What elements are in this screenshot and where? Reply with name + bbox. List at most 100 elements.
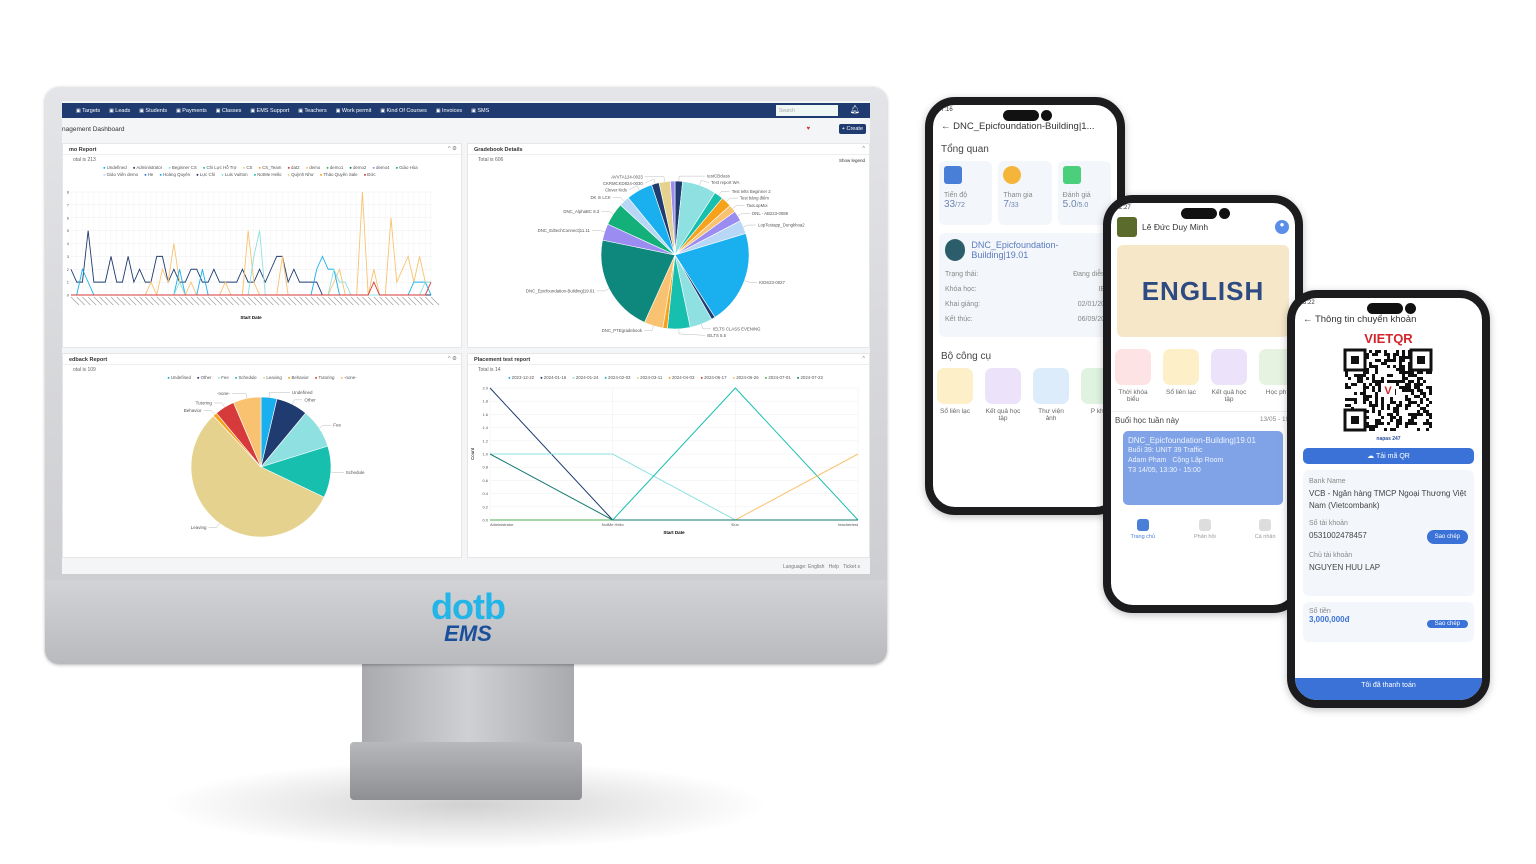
nav-item[interactable]: SMS [471, 108, 489, 114]
legend-item[interactable]: Undefined [167, 375, 191, 380]
back-icon[interactable]: ← [1303, 314, 1313, 325]
legend-item[interactable]: Luis Vuitton [221, 172, 248, 177]
tab-profile[interactable]: Cá nhân [1255, 519, 1276, 540]
nav-item[interactable]: Targets [76, 108, 100, 114]
nav-item[interactable]: Students [139, 108, 167, 114]
bell-icon[interactable]: 🔔︎ [849, 105, 860, 114]
download-qr-button[interactable]: ☁ Tải mã QR [1303, 448, 1474, 464]
slice-label: DNC_AlphaBC 8.3 [563, 209, 599, 214]
legend-item[interactable]: Leaving [263, 375, 281, 380]
legend-item[interactable]: demo [306, 165, 320, 170]
show-legend-link[interactable]: Show legend [838, 158, 865, 163]
collapse-icon[interactable]: ^ ⚙ [447, 146, 457, 152]
x-tick-label [167, 296, 177, 306]
legend-item[interactable]: Other [197, 375, 212, 380]
back-icon[interactable]: ← [941, 121, 951, 132]
legend-item[interactable]: demo2 [349, 165, 366, 170]
legend-item[interactable]: NotMe Hello [254, 172, 281, 177]
legend-item[interactable]: Tutoring [315, 375, 334, 380]
legend-item[interactable]: Beginner CS [168, 165, 197, 170]
legend-item[interactable]: Giáo Hòa [395, 165, 418, 170]
nav-item[interactable]: Invoices [436, 108, 462, 114]
tool-item[interactable]: Thư viện ảnh [1033, 368, 1069, 422]
help-link[interactable]: Help [828, 564, 839, 570]
collapse-icon[interactable]: ^ [862, 356, 865, 362]
legend-item[interactable]: 2024-06-17 [700, 375, 726, 380]
tool-item[interactable]: Sổ liên lạc [1163, 349, 1199, 403]
nav-item[interactable]: Payments [176, 108, 206, 114]
legend-item[interactable]: dat2 [287, 165, 300, 170]
stat-card[interactable]: Tham gia 7/33 [998, 161, 1052, 225]
legend-item[interactable]: Chi Lực Hỗ Trợ [203, 165, 236, 170]
collapse-icon[interactable]: ^ ⚙ [447, 356, 457, 362]
feedback-report-panel: edback Report ^ ⚙ otal is 109 Undefined Ot… [62, 353, 462, 558]
stat-card[interactable]: Tiến độ 33/72 [939, 161, 993, 225]
nav-item[interactable]: Work permit [336, 108, 372, 114]
legend-item[interactable]: Fee [218, 375, 229, 380]
nav-item[interactable]: Leads [109, 108, 130, 114]
legend-item[interactable]: Behavior [288, 375, 308, 380]
heart-icon[interactable]: ♥ [806, 126, 810, 132]
collapse-icon[interactable]: ^ [862, 146, 865, 152]
search-input[interactable]: Search [776, 105, 838, 116]
paid-button[interactable]: Tôi đã thanh toán [1295, 678, 1482, 700]
y-tick-label: 2.0 [482, 386, 488, 391]
tool-item[interactable]: Kết quả học tập [985, 368, 1021, 422]
legend-item[interactable]: 2024-02-03 [604, 375, 630, 380]
legend-item[interactable]: 2024-04-03 [668, 375, 694, 380]
x-tick-label [430, 296, 440, 306]
qr-module [1350, 398, 1354, 401]
legend-item[interactable]: demo1 [326, 165, 343, 170]
legend-item[interactable]: 2023-12-22 [508, 375, 534, 380]
y-tick-label: 0.4 [482, 491, 488, 496]
nav-item[interactable]: EMS Support [250, 108, 290, 114]
tool-item[interactable]: Kết quả học tập [1211, 349, 1247, 403]
legend-item[interactable]: 2024-07-01 [765, 375, 790, 380]
legend-item[interactable]: Lực Chi [196, 172, 215, 177]
banner[interactable]: ENGLISH [1117, 245, 1289, 337]
legend-item[interactable]: He [144, 172, 154, 177]
lesson-card[interactable]: DNC_Epicfoundation-Building|19.01 Buổi 3… [1123, 431, 1283, 505]
tool-item[interactable]: Sổ liên lạc [937, 368, 973, 422]
copy-amount-button[interactable]: Sao chép [1426, 620, 1468, 628]
copy-account-button[interactable]: Sao chép [1426, 530, 1468, 544]
qr-module [1365, 422, 1369, 425]
language-select[interactable]: Language: English [782, 564, 825, 570]
qr-module [1356, 377, 1360, 380]
legend-item[interactable]: Schedule [235, 375, 256, 380]
avatar[interactable] [1117, 217, 1137, 237]
label-leader [596, 288, 610, 292]
legend-item[interactable]: Giáo Viên demo [103, 172, 138, 177]
legend-item[interactable]: Quỳnh Như [287, 172, 314, 177]
nav-item[interactable]: Teachers [298, 108, 326, 114]
nav-item[interactable]: Kind Of Courses [380, 108, 427, 114]
legend-item[interactable]: Undefined [103, 165, 127, 170]
tab-home[interactable]: Trang chủ [1130, 519, 1155, 540]
tab-feedback[interactable]: Phản hồi [1194, 519, 1216, 540]
legend-item[interactable]: 2024-07-22 [797, 375, 822, 380]
legend-item[interactable]: CS_Team [258, 165, 281, 170]
tool-item[interactable]: Thời khóa biểu [1115, 349, 1151, 403]
create-button[interactable]: + Create [838, 124, 866, 134]
legend-item[interactable]: Đức [364, 172, 375, 177]
legend-item[interactable]: Hoàng Quyên [159, 172, 190, 177]
label-leader [208, 523, 220, 528]
legend-item[interactable]: 2024-01-24 [572, 375, 598, 380]
notification-icon[interactable]: ● [1275, 220, 1289, 234]
legend-item[interactable]: Administrator [133, 165, 162, 170]
legend-item[interactable]: -none- [340, 375, 357, 380]
legend-item[interactable]: demo4 [372, 165, 389, 170]
qr-module [1395, 404, 1399, 407]
stat-card[interactable]: Đánh giá 5.0/5.0 [1057, 161, 1111, 225]
class-card[interactable]: DNC_Epicfoundation-Building|19.01 Trạng … [939, 233, 1111, 337]
nav-item[interactable]: Classes [216, 108, 242, 114]
legend-item[interactable]: CS [243, 165, 252, 170]
legend-item[interactable]: 2024-03-11 [637, 375, 662, 380]
legend-item[interactable]: 2024-01-16 [540, 375, 566, 380]
legend-item[interactable]: 2024-06-26 [733, 375, 758, 380]
qr-module [1410, 389, 1414, 392]
legend-item[interactable]: Thảo Quyên Sale [320, 172, 357, 177]
x-tick-label [253, 296, 263, 306]
ticket-link[interactable]: Ticket s [842, 564, 860, 570]
qr-module [1428, 425, 1432, 428]
